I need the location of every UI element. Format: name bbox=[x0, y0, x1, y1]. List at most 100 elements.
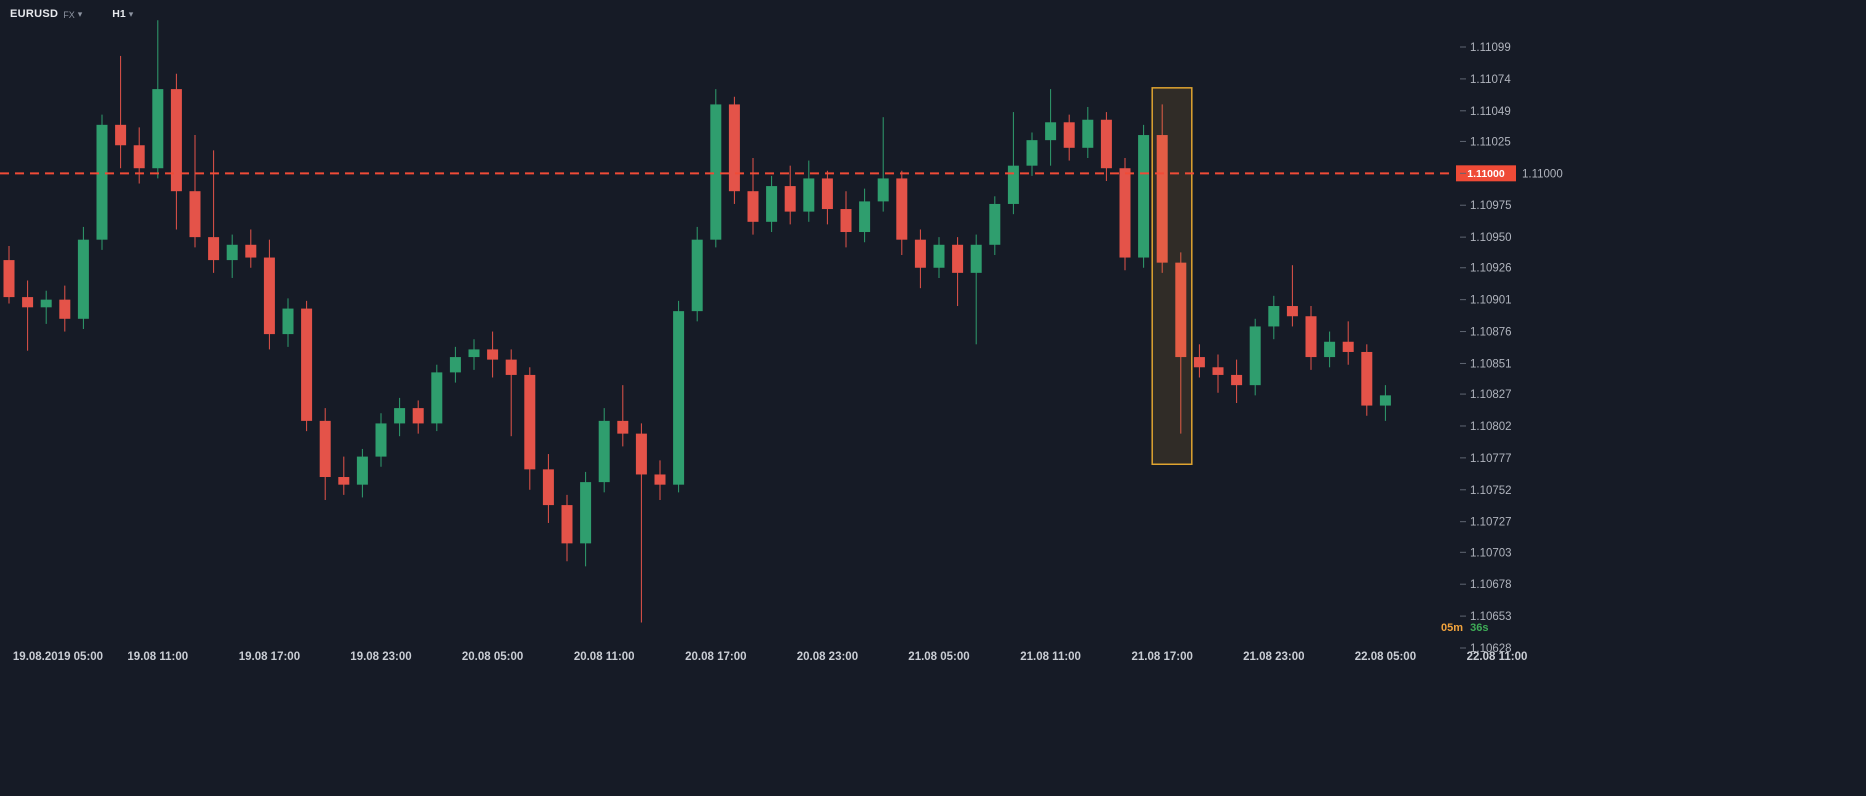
candle bbox=[561, 494, 573, 562]
price-axis-label: 1.10752 bbox=[1470, 485, 1512, 497]
candle bbox=[263, 239, 275, 350]
candle bbox=[933, 237, 945, 278]
time-axis-label: 22.08 05:00 bbox=[1355, 651, 1416, 663]
timeframe-selector[interactable]: H1 ▾ bbox=[112, 8, 133, 20]
time-axis-label: 20.08 17:00 bbox=[685, 651, 746, 663]
candle bbox=[1045, 89, 1057, 166]
candle bbox=[635, 423, 647, 623]
candle bbox=[1379, 385, 1391, 421]
candle bbox=[1007, 112, 1019, 215]
time-axis-label: 19.08 23:00 bbox=[350, 651, 411, 663]
candle bbox=[1063, 114, 1075, 161]
price-axis-label: 1.11049 bbox=[1470, 106, 1511, 118]
price-line-tag-label: 1.11000 bbox=[1467, 168, 1505, 180]
candle bbox=[22, 280, 34, 351]
candle bbox=[394, 397, 406, 437]
candle bbox=[226, 234, 238, 278]
candle bbox=[1082, 106, 1094, 159]
countdown-minutes: 05m bbox=[1441, 622, 1464, 634]
candle bbox=[77, 226, 89, 329]
price-axis-label: 1.10727 bbox=[1470, 517, 1512, 529]
countdown-seconds: 36s bbox=[1470, 622, 1489, 634]
time-axis-label: 19.08 11:00 bbox=[127, 651, 188, 663]
candle bbox=[431, 364, 443, 432]
candle bbox=[691, 226, 703, 322]
chart-toolbar: EURUSD FX ▾ H1 ▾ bbox=[10, 8, 133, 20]
price-axis-label: 1.11000 bbox=[1522, 168, 1563, 180]
candle bbox=[208, 150, 220, 273]
price-axis-label: 1.10975 bbox=[1470, 200, 1512, 212]
candle bbox=[468, 339, 480, 370]
candle bbox=[1100, 112, 1112, 181]
candle bbox=[338, 456, 350, 495]
price-axis-label: 1.10876 bbox=[1470, 327, 1512, 339]
candle bbox=[784, 165, 796, 225]
candle bbox=[524, 367, 536, 490]
candle bbox=[487, 331, 499, 378]
price-axis-label: 1.10653 bbox=[1470, 611, 1512, 623]
candle bbox=[1268, 295, 1280, 340]
time-axis[interactable]: 19.08.2019 05:00 19.08 11:00 19.08 17:00 19… bbox=[13, 651, 1527, 663]
price-line-tag[interactable] bbox=[1456, 165, 1516, 182]
price-axis-label: 1.10703 bbox=[1470, 547, 1512, 559]
price-line[interactable]: 1.11000 bbox=[0, 165, 1516, 182]
candle-countdown: 05m 36s bbox=[1441, 622, 1488, 634]
time-axis-label: 20.08 23:00 bbox=[797, 651, 858, 663]
timeframe-label: H1 bbox=[112, 8, 126, 20]
candle bbox=[449, 346, 461, 383]
time-axis-label: 21.08 23:00 bbox=[1243, 651, 1304, 663]
time-axis-label: 20.08 05:00 bbox=[462, 651, 523, 663]
candle bbox=[914, 229, 926, 289]
candle bbox=[1324, 331, 1336, 368]
candle bbox=[96, 114, 108, 250]
candle bbox=[766, 175, 778, 233]
candle bbox=[1231, 359, 1243, 404]
candle bbox=[859, 188, 871, 243]
price-axis[interactable]: 1.11099 1.11074 1.11049 1.11025 1.11000 1.109… bbox=[1460, 42, 1563, 655]
candle bbox=[245, 229, 257, 268]
price-axis-label: 1.10628 bbox=[1470, 643, 1512, 655]
candle bbox=[673, 300, 685, 493]
candle bbox=[3, 246, 15, 304]
price-axis-label: 1.10901 bbox=[1470, 295, 1512, 307]
time-axis-label: 19.08.2019 05:00 bbox=[13, 651, 103, 663]
candle bbox=[617, 385, 629, 447]
candles-layer bbox=[3, 20, 1391, 623]
candle bbox=[1138, 124, 1150, 268]
price-axis-label: 1.10950 bbox=[1470, 232, 1512, 244]
symbol-selector[interactable]: EURUSD FX ▾ bbox=[10, 8, 82, 20]
candle bbox=[115, 55, 127, 169]
price-axis-label: 1.11025 bbox=[1470, 136, 1511, 148]
market-label: FX bbox=[63, 9, 75, 20]
price-axis-label: 1.10802 bbox=[1470, 421, 1512, 433]
time-axis-label: 19.08 17:00 bbox=[239, 651, 300, 663]
price-axis-label: 1.10851 bbox=[1470, 358, 1512, 370]
candle bbox=[412, 400, 424, 434]
candle bbox=[301, 300, 313, 432]
candle bbox=[59, 285, 71, 332]
chevron-down-icon: ▾ bbox=[128, 8, 134, 19]
candle bbox=[282, 298, 294, 347]
time-axis-label: 21.08 11:00 bbox=[1020, 651, 1081, 663]
candle bbox=[598, 408, 610, 493]
candle bbox=[1286, 265, 1298, 327]
candle bbox=[989, 196, 1001, 255]
candle bbox=[189, 135, 201, 248]
candle bbox=[1119, 158, 1131, 271]
price-axis-label: 1.10827 bbox=[1470, 389, 1512, 401]
symbol-label: EURUSD bbox=[10, 8, 59, 20]
candle bbox=[1026, 132, 1038, 176]
candle bbox=[1193, 344, 1205, 378]
price-axis-label: 1.10678 bbox=[1470, 579, 1512, 591]
candle bbox=[170, 73, 182, 230]
highlight-box[interactable] bbox=[1151, 87, 1193, 466]
price-axis-label: 1.11099 bbox=[1470, 42, 1511, 54]
candle bbox=[356, 448, 368, 498]
candle bbox=[877, 117, 889, 212]
candle bbox=[803, 160, 815, 222]
candle bbox=[542, 454, 554, 523]
candle bbox=[1361, 344, 1373, 416]
candle bbox=[1212, 354, 1224, 393]
